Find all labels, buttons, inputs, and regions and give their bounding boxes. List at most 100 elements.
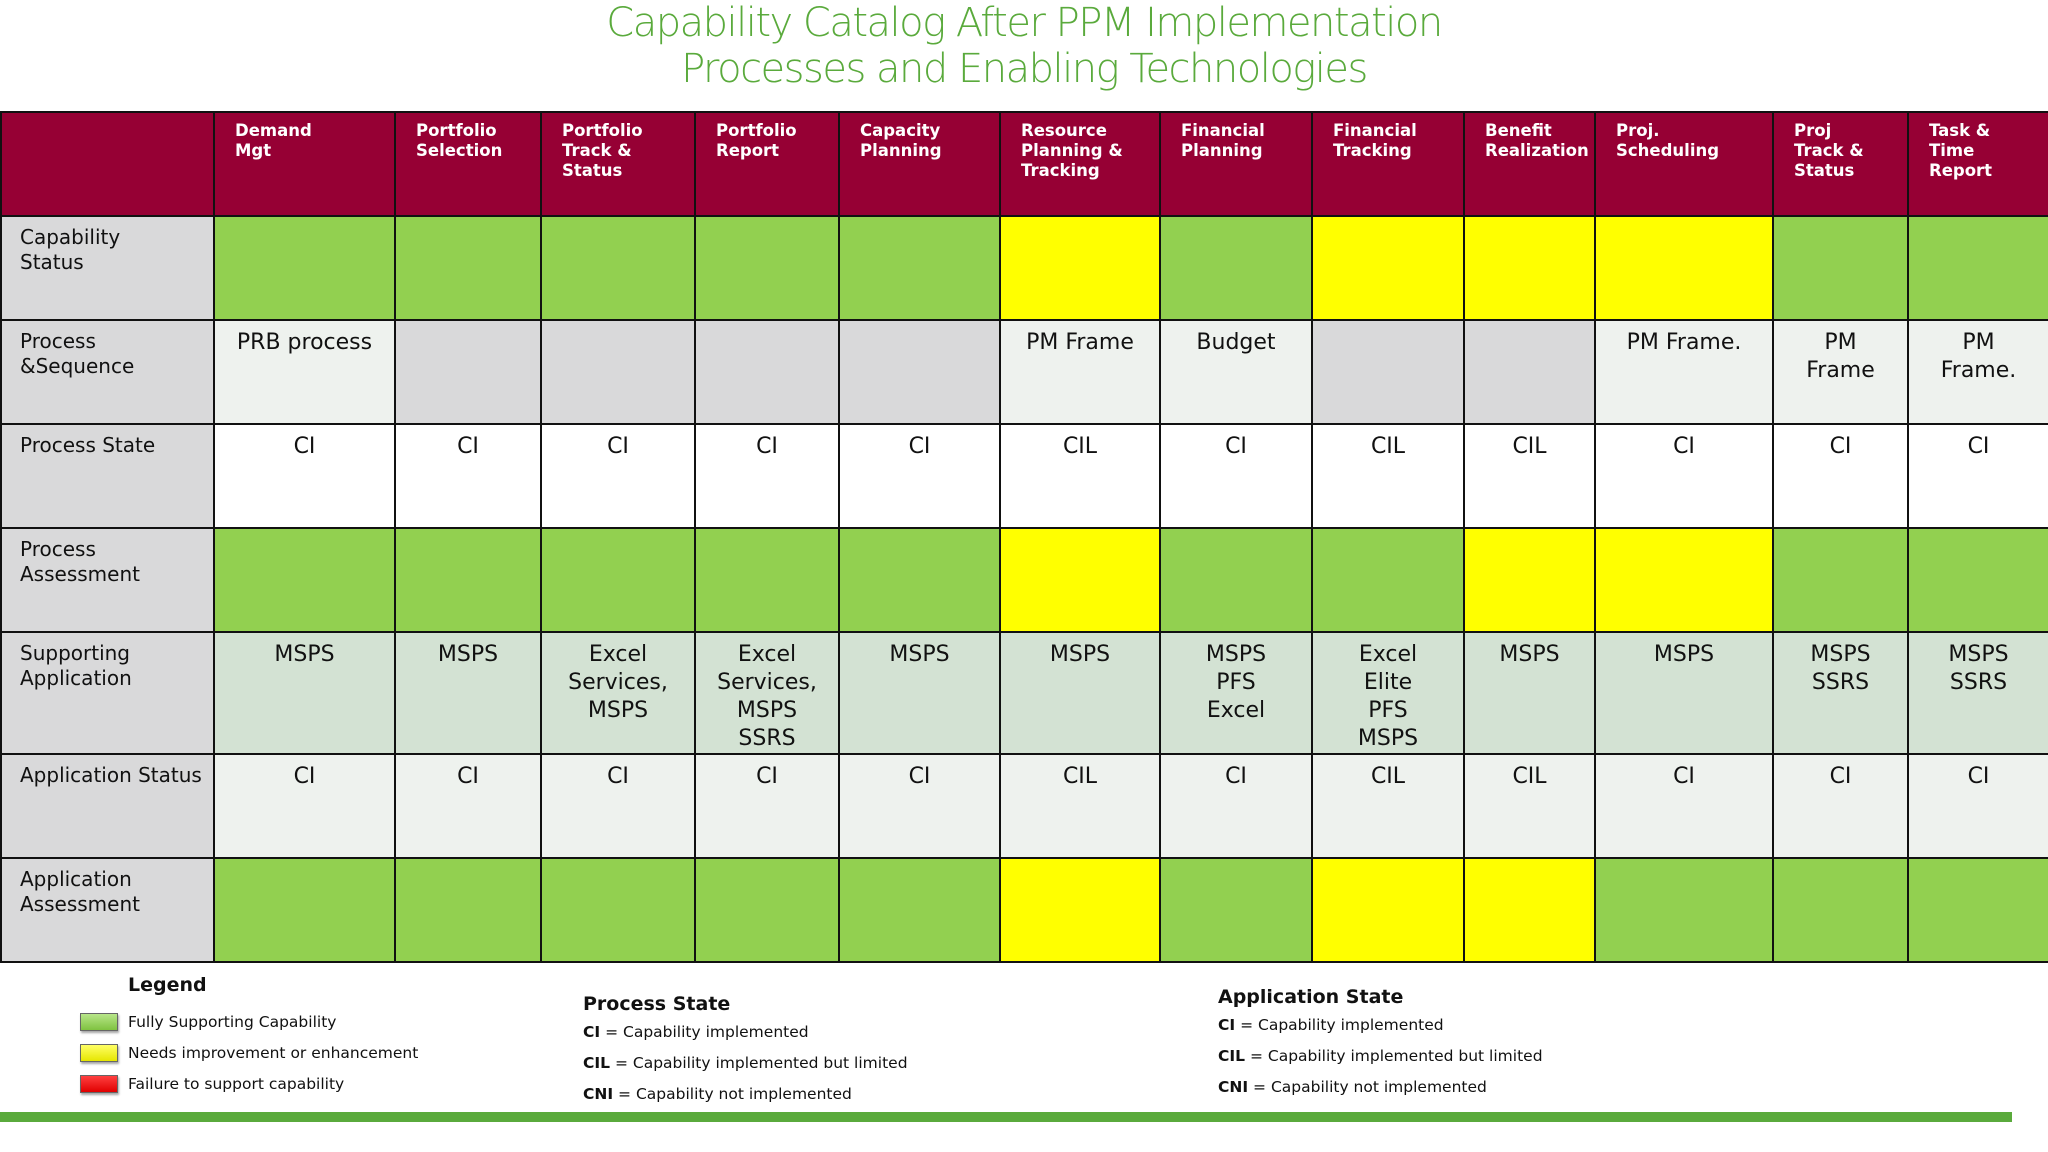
row-label-line: Process bbox=[20, 537, 96, 561]
table-cell: CIL bbox=[999, 753, 1161, 859]
column-header-line: Portfolio bbox=[416, 121, 497, 140]
cell-text: CIL bbox=[1512, 764, 1547, 789]
column-header-line: Time bbox=[1929, 141, 1975, 160]
column-header-line: Financial bbox=[1181, 121, 1265, 140]
column-header: Capacity Planning bbox=[838, 111, 1001, 217]
table-cell: PM Frame bbox=[999, 319, 1161, 425]
table-cell bbox=[1772, 857, 1909, 963]
table-cell bbox=[838, 215, 1001, 321]
column-header-line: Report bbox=[1929, 161, 1993, 180]
cell-text: CI bbox=[1829, 764, 1852, 789]
cell-text: CI bbox=[1673, 434, 1695, 459]
table-cell: PM Frame bbox=[1772, 319, 1909, 425]
bottom-accent-bar bbox=[0, 1112, 2012, 1122]
state-code: CI bbox=[583, 1023, 601, 1041]
state-desc: = Capability not implemented bbox=[1248, 1078, 1487, 1096]
table-cell bbox=[1311, 215, 1465, 321]
table-cell bbox=[1159, 527, 1313, 633]
table-cell: MSPS bbox=[838, 631, 1001, 755]
cell-text: Excel bbox=[1206, 698, 1266, 723]
table-cell: CI bbox=[213, 423, 396, 529]
row-label-line: Status bbox=[20, 250, 84, 274]
column-header-line: Portfolio bbox=[562, 121, 643, 140]
table-cell: MSPS bbox=[213, 631, 396, 755]
table-cell bbox=[394, 527, 542, 633]
row-label: Process Assessment bbox=[0, 527, 215, 633]
column-header-line: Planning & bbox=[1021, 141, 1123, 160]
cell-text: Elite bbox=[1363, 670, 1413, 695]
header-row: Demand Mgt Portfolio Selection Portfolio Trac… bbox=[0, 111, 2048, 217]
application-state-line: CIL = Capability implemented but limited bbox=[1218, 1047, 1543, 1078]
table-cell: Budget bbox=[1159, 319, 1313, 425]
state-code: CIL bbox=[1218, 1047, 1246, 1065]
column-header-line: Task & bbox=[1929, 121, 1991, 140]
cell-text: PM Frame. bbox=[1626, 330, 1742, 355]
state-code: CNI bbox=[583, 1085, 614, 1103]
cell-text: CI bbox=[756, 434, 778, 459]
cell-text: CI bbox=[756, 764, 778, 789]
cell-text: MSPS bbox=[1810, 642, 1871, 667]
table-cell bbox=[540, 857, 696, 963]
table-cell: PM Frame. bbox=[1907, 319, 2048, 425]
table-cell bbox=[1594, 215, 1774, 321]
cell-text: MSPS bbox=[587, 698, 649, 723]
cell-text: CI bbox=[607, 764, 629, 789]
cell-text: PFS bbox=[1368, 698, 1408, 723]
column-header: Financial Planning bbox=[1159, 111, 1313, 217]
cell-text: CIL bbox=[1512, 434, 1547, 459]
application-state-legend: Application State CI = Capability implem… bbox=[1218, 986, 1543, 1109]
table-cell: CI bbox=[838, 423, 1001, 529]
row-label: Supporting Application bbox=[0, 631, 215, 755]
column-header-line: Selection bbox=[416, 141, 503, 160]
table-row: Process Assessment bbox=[0, 527, 2048, 633]
table-cell bbox=[1159, 215, 1313, 321]
table-cell: MSPS PFS Excel bbox=[1159, 631, 1313, 755]
cell-text: CI bbox=[293, 434, 316, 459]
row-label-line: Assessment bbox=[20, 892, 140, 916]
row-label-line: Application Status bbox=[20, 763, 202, 787]
red-swatch-icon bbox=[80, 1075, 118, 1093]
table-cell bbox=[838, 857, 1001, 963]
table-cell bbox=[1311, 319, 1465, 425]
column-header: Portfolio Track & Status bbox=[540, 111, 696, 217]
state-desc: = Capability implemented bbox=[1235, 1016, 1444, 1034]
cell-text: CI bbox=[457, 764, 479, 789]
cell-text: Excel bbox=[588, 642, 648, 667]
table-cell bbox=[838, 319, 1001, 425]
state-desc: = Capability not implemented bbox=[613, 1085, 852, 1103]
cell-text: MSPS bbox=[1948, 642, 2009, 667]
capability-table: Demand Mgt Portfolio Selection Portfolio Trac… bbox=[0, 111, 2048, 963]
table-cell: MSPS bbox=[1594, 631, 1774, 755]
table-cell: MSPS bbox=[1463, 631, 1596, 755]
table-cell: CIL bbox=[1311, 423, 1465, 529]
cell-text: MSPS bbox=[274, 642, 335, 667]
table-cell bbox=[999, 527, 1161, 633]
title-line-1: Capability Catalog After PPM Implementat… bbox=[606, 0, 1443, 46]
table-cell: Excel Services, MSPS SSRS bbox=[694, 631, 840, 755]
cell-text: CIL bbox=[1062, 434, 1098, 459]
title-line-2: Processes and Enabling Technologies bbox=[681, 46, 1368, 92]
table-cell: CI bbox=[1594, 423, 1774, 529]
cell-text: MSPS bbox=[1049, 642, 1111, 667]
cell-text: CIL bbox=[1370, 764, 1406, 789]
column-header-line: Financial bbox=[1333, 121, 1417, 140]
row-label-line: Process State bbox=[20, 433, 156, 457]
column-header-line: Track & bbox=[1794, 141, 1864, 160]
row-label: Process &Sequence bbox=[0, 319, 215, 425]
process-state-legend: Process State CI = Capability implemente… bbox=[583, 993, 908, 1116]
column-header-line: Resource bbox=[1021, 121, 1107, 140]
table-cell: CI bbox=[1594, 753, 1774, 859]
table-cell bbox=[694, 857, 840, 963]
cell-text: PM bbox=[1824, 330, 1857, 355]
table-cell bbox=[394, 857, 542, 963]
table-cell: CI bbox=[1159, 423, 1313, 529]
cell-text: MSPS bbox=[437, 642, 499, 667]
table-cell bbox=[1772, 215, 1909, 321]
cell-text: PFS bbox=[1216, 670, 1256, 695]
table-cell bbox=[1907, 857, 2048, 963]
cell-text: CI bbox=[1225, 434, 1247, 459]
table-row: Application Status CI CI CI CI CI CIL CI CIL CIL C… bbox=[0, 753, 2048, 859]
table-cell bbox=[394, 215, 542, 321]
table-row: Process &Sequence PRB process PM Frame Budge… bbox=[0, 319, 2048, 425]
application-state-line: CNI = Capability not implemented bbox=[1218, 1078, 1543, 1109]
